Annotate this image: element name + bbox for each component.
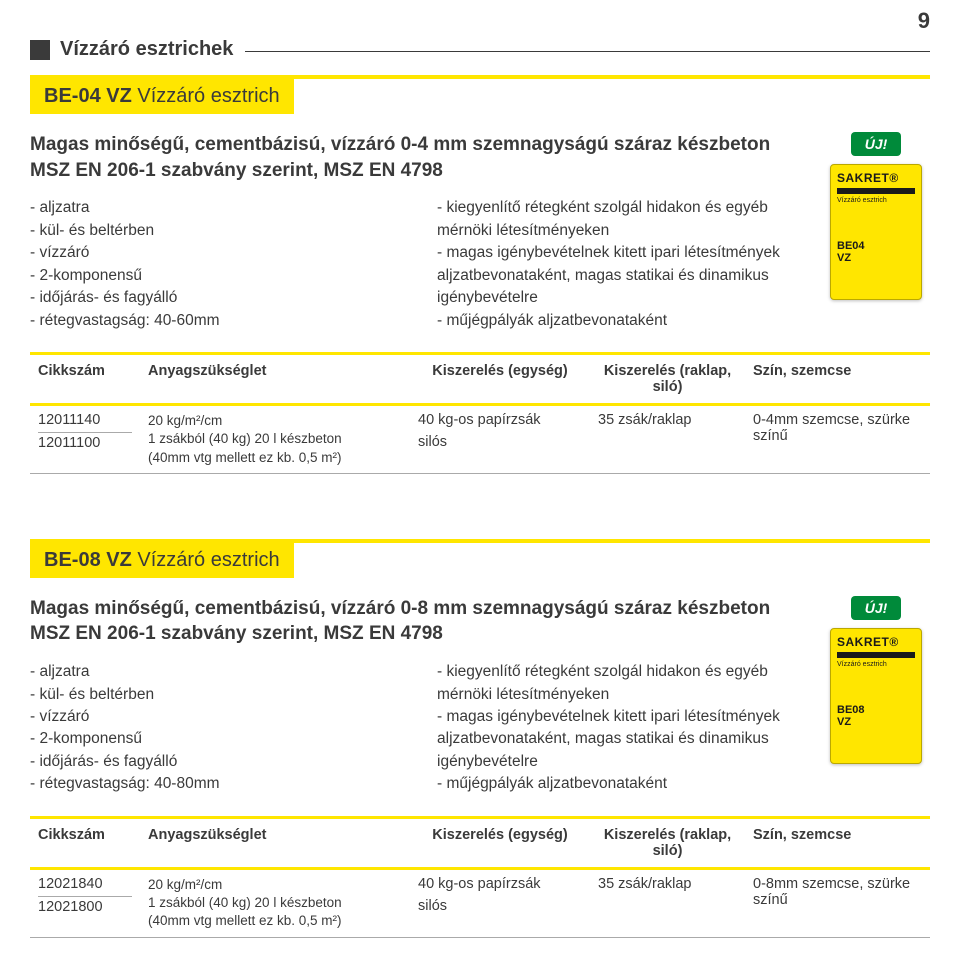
table-body: 12021840 12021800 20 kg/m²/cm 1 zsákból … — [30, 870, 930, 938]
spacer — [30, 474, 930, 529]
cell-color: 0-4mm szemcse, szürke színű — [745, 406, 930, 450]
bag-code-line1: BE04 — [837, 240, 915, 252]
cell-code: 12021840 12021800 — [30, 870, 140, 921]
unit-line1: 40 kg-os papírzsák — [418, 412, 582, 428]
bag-code-line2: VZ — [837, 252, 915, 264]
feature-columns: - aljzatra - kül- és beltérben - vízzáró… — [30, 197, 804, 332]
cell-code: 12011140 12011100 — [30, 406, 140, 457]
th-code: Cikkszám — [30, 819, 140, 867]
bag-stripe-icon — [837, 652, 915, 658]
product-code: BE-04 VZ — [44, 85, 132, 107]
square-bullet-icon — [30, 40, 50, 60]
code-2: 12021800 — [38, 899, 132, 915]
material-line2: 1 zsákból (40 kg) 20 l készbeton — [148, 894, 402, 912]
code-1: 12011140 — [38, 412, 132, 430]
feature-columns: - aljzatra - kül- és beltérben - vízzáró… — [30, 661, 804, 796]
title-rule — [245, 51, 930, 53]
cell-material: 20 kg/m²/cm 1 zsákból (40 kg) 20 l készb… — [140, 870, 410, 937]
section-title: Vízzáró esztrichek — [60, 38, 233, 61]
badge-column: ÚJ! SAKRET® Vízzáró esztrich BE08 VZ — [822, 596, 930, 764]
feature-list-left: - aljzatra - kül- és beltérben - vízzáró… — [30, 661, 397, 796]
feature-list-right: - kiegyenlítő rétegként szolgál hidakon … — [437, 661, 804, 796]
material-line3: (40mm vtg mellett ez kb. 0,5 m²) — [148, 912, 402, 930]
product-headline: Magas minőségű, cementbázisú, vízzáró 0-… — [30, 596, 804, 647]
code-divider — [38, 432, 132, 433]
th-pack: Kiszerelés (raklap, siló) — [590, 819, 745, 867]
material-line3: (40mm vtg mellett ez kb. 0,5 m²) — [148, 449, 402, 467]
product-bag-icon: SAKRET® Vízzáró esztrich BE04 VZ — [830, 164, 922, 300]
product-block: BE-08 VZ Vízzáró esztrich Magas minőségű… — [30, 539, 930, 938]
bag-code: BE08 VZ — [837, 704, 915, 728]
unit-line2: silós — [418, 434, 582, 450]
product-header: BE-08 VZ Vízzáró esztrich — [30, 543, 294, 578]
material-line1: 20 kg/m²/cm — [148, 412, 402, 430]
description-row: Magas minőségű, cementbázisú, vízzáró 0-… — [30, 132, 930, 332]
code-1: 12021840 — [38, 876, 132, 894]
bag-subtitle: Vízzáró esztrich — [837, 661, 915, 668]
cell-unit: 40 kg-os papírzsák silós — [410, 406, 590, 456]
th-color: Szín, szemcse — [745, 819, 930, 867]
product-header: BE-04 VZ Vízzáró esztrich — [30, 79, 294, 114]
product-bag-icon: SAKRET® Vízzáró esztrich BE08 VZ — [830, 628, 922, 764]
description-text: Magas minőségű, cementbázisú, vízzáró 0-… — [30, 132, 804, 332]
badge-column: ÚJ! SAKRET® Vízzáró esztrich BE04 VZ — [822, 132, 930, 300]
product-table: Cikkszám Anyagszükséglet Kiszerelés (egy… — [30, 352, 930, 474]
product-name: Vízzáró esztrich — [137, 549, 279, 571]
th-unit: Kiszerelés (egység) — [410, 355, 590, 403]
code-divider — [38, 896, 132, 897]
bag-code-line1: BE08 — [837, 704, 915, 716]
section-title-row: Vízzáró esztrichek — [30, 38, 930, 61]
unit-line2: silós — [418, 898, 582, 914]
product-code: BE-08 VZ — [44, 549, 132, 571]
bag-code-line2: VZ — [837, 716, 915, 728]
bag-brand: SAKRET® — [837, 635, 915, 649]
material-line2: 1 zsákból (40 kg) 20 l készbeton — [148, 430, 402, 448]
code-2: 12011100 — [38, 435, 132, 451]
th-code: Cikkszám — [30, 355, 140, 403]
feature-list-left: - aljzatra - kül- és beltérben - vízzáró… — [30, 197, 397, 332]
product-headline: Magas minőségű, cementbázisú, vízzáró 0-… — [30, 132, 804, 183]
bag-stripe-icon — [837, 188, 915, 194]
th-unit: Kiszerelés (egység) — [410, 819, 590, 867]
unit-line1: 40 kg-os papírzsák — [418, 876, 582, 892]
bag-code: BE04 VZ — [837, 240, 915, 264]
th-pack: Kiszerelés (raklap, siló) — [590, 355, 745, 403]
bag-subtitle: Vízzáró esztrich — [837, 197, 915, 204]
product-name: Vízzáró esztrich — [137, 85, 279, 107]
cell-material: 20 kg/m²/cm 1 zsákból (40 kg) 20 l készb… — [140, 406, 410, 473]
th-material: Anyagszükséglet — [140, 355, 410, 403]
th-color: Szín, szemcse — [745, 355, 930, 403]
cell-unit: 40 kg-os papírzsák silós — [410, 870, 590, 920]
cell-pack: 35 zsák/raklap — [590, 406, 745, 434]
product-table: Cikkszám Anyagszükséglet Kiszerelés (egy… — [30, 816, 930, 938]
table-header: Cikkszám Anyagszükséglet Kiszerelés (egy… — [30, 352, 930, 406]
table-row: 12021840 12021800 20 kg/m²/cm 1 zsákból … — [30, 870, 930, 937]
cell-pack: 35 zsák/raklap — [590, 870, 745, 898]
new-badge: ÚJ! — [851, 596, 902, 620]
feature-list-right: - kiegyenlítő rétegként szolgál hidakon … — [437, 197, 804, 332]
page: 9 Vízzáró esztrichek BE-04 VZ Vízzáró es… — [0, 0, 960, 968]
th-material: Anyagszükséglet — [140, 819, 410, 867]
description-text: Magas minőségű, cementbázisú, vízzáró 0-… — [30, 596, 804, 796]
product-block: BE-04 VZ Vízzáró esztrich Magas minőségű… — [30, 75, 930, 474]
new-badge: ÚJ! — [851, 132, 902, 156]
cell-color: 0-8mm szemcse, szürke színű — [745, 870, 930, 914]
bag-brand: SAKRET® — [837, 171, 915, 185]
table-header: Cikkszám Anyagszükséglet Kiszerelés (egy… — [30, 816, 930, 870]
page-number: 9 — [918, 8, 930, 34]
table-row: 12011140 12011100 20 kg/m²/cm 1 zsákból … — [30, 406, 930, 473]
material-line1: 20 kg/m²/cm — [148, 876, 402, 894]
table-body: 12011140 12011100 20 kg/m²/cm 1 zsákból … — [30, 406, 930, 474]
description-row: Magas minőségű, cementbázisú, vízzáró 0-… — [30, 596, 930, 796]
